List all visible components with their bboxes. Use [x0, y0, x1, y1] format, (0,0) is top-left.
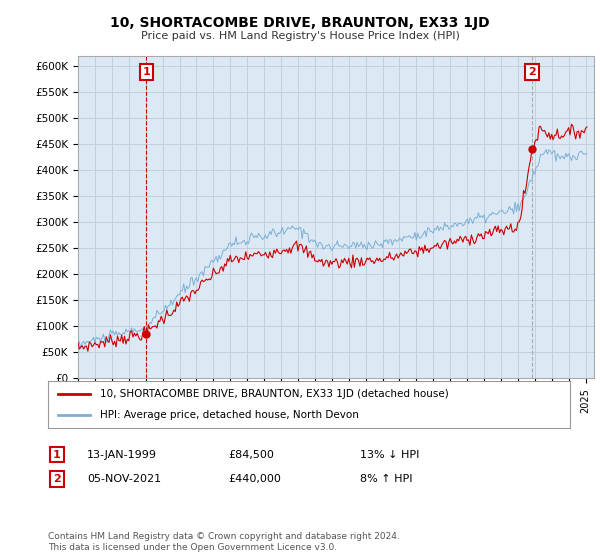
Text: 13-JAN-1999: 13-JAN-1999 [87, 450, 157, 460]
Text: 2: 2 [528, 67, 536, 77]
Text: 1: 1 [142, 67, 150, 77]
Text: Price paid vs. HM Land Registry's House Price Index (HPI): Price paid vs. HM Land Registry's House … [140, 31, 460, 41]
Text: £84,500: £84,500 [228, 450, 274, 460]
Text: HPI: Average price, detached house, North Devon: HPI: Average price, detached house, Nort… [100, 410, 359, 420]
Text: 05-NOV-2021: 05-NOV-2021 [87, 474, 161, 484]
Text: £440,000: £440,000 [228, 474, 281, 484]
Text: 8% ↑ HPI: 8% ↑ HPI [360, 474, 413, 484]
Text: 2: 2 [53, 474, 61, 484]
Text: 13% ↓ HPI: 13% ↓ HPI [360, 450, 419, 460]
Text: 10, SHORTACOMBE DRIVE, BRAUNTON, EX33 1JD: 10, SHORTACOMBE DRIVE, BRAUNTON, EX33 1J… [110, 16, 490, 30]
Text: 1: 1 [53, 450, 61, 460]
Text: Contains HM Land Registry data © Crown copyright and database right 2024.
This d: Contains HM Land Registry data © Crown c… [48, 532, 400, 552]
Text: 10, SHORTACOMBE DRIVE, BRAUNTON, EX33 1JD (detached house): 10, SHORTACOMBE DRIVE, BRAUNTON, EX33 1J… [100, 389, 449, 399]
